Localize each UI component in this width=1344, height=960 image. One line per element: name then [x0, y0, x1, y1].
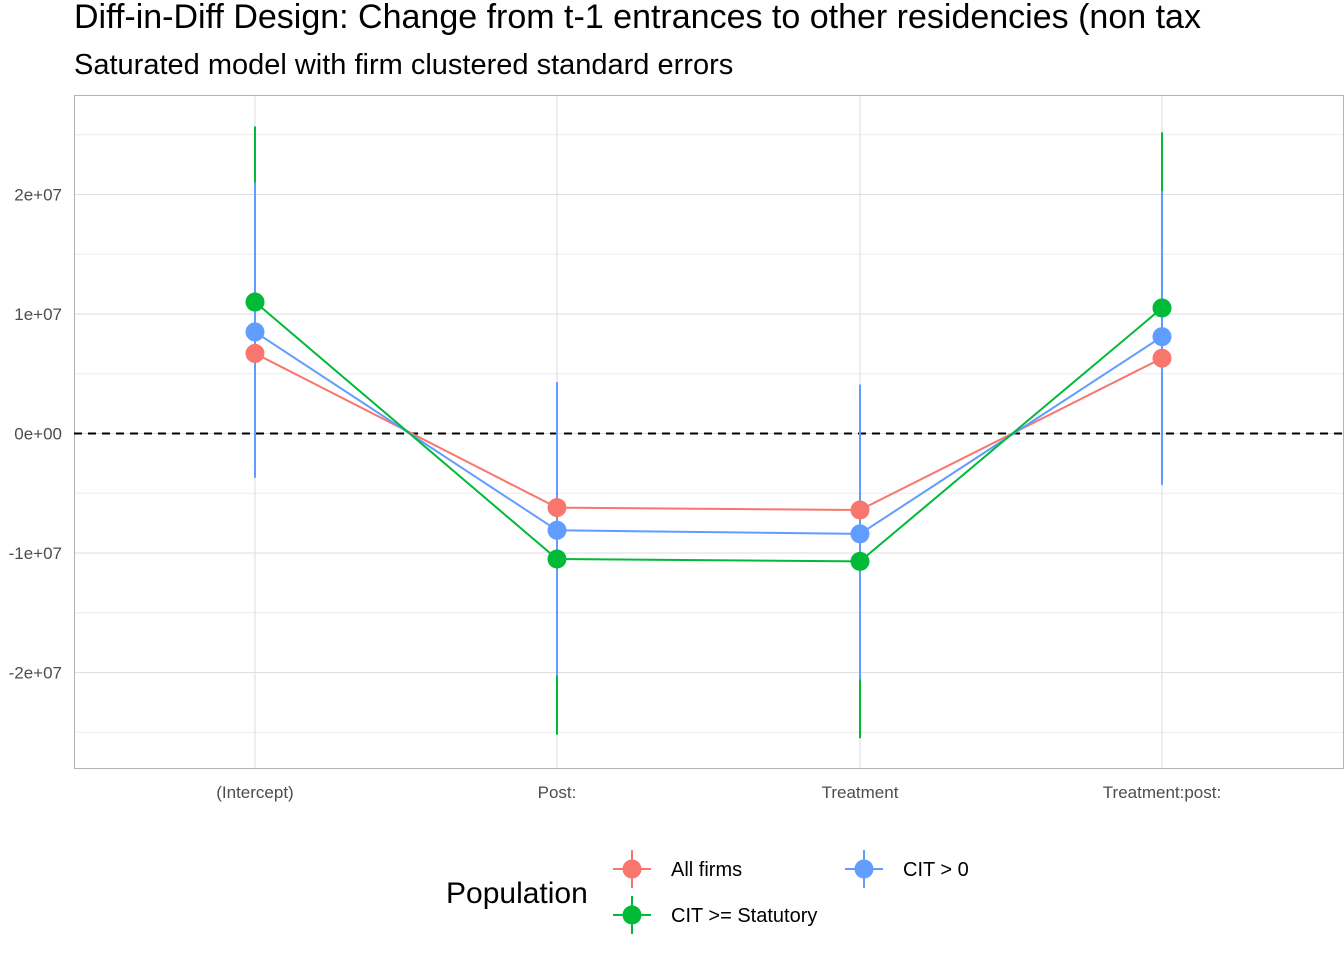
data-point — [547, 498, 567, 518]
plot-marks — [245, 126, 1172, 739]
data-point — [245, 322, 265, 342]
plot-border — [74, 95, 1344, 769]
legend: Population All firms CIT > 0 CIT >= Statut… — [446, 850, 969, 934]
x-tick-label: Treatment:post: — [1103, 783, 1221, 802]
grid — [74, 95, 1344, 768]
legend-key-point — [622, 859, 642, 879]
legend-label: CIT >= Statutory — [671, 905, 817, 927]
series-line — [254, 301, 1163, 563]
data-point — [245, 343, 265, 363]
data-point — [1152, 327, 1172, 347]
x-tick-label: Treatment — [822, 783, 899, 802]
legend-label: CIT > 0 — [903, 859, 969, 881]
data-point — [547, 549, 567, 569]
y-tick-label: 2e+07 — [14, 186, 62, 205]
data-point — [850, 500, 870, 520]
legend-key-point — [622, 905, 642, 925]
y-tick-label: 1e+07 — [14, 305, 62, 324]
data-point — [547, 520, 567, 540]
chart-subtitle: Saturated model with firm clustered stan… — [74, 49, 733, 81]
data-point — [245, 292, 265, 312]
data-point — [850, 551, 870, 571]
x-tick-label: Post: — [538, 783, 577, 802]
y-tick-label: -2e+07 — [9, 664, 62, 683]
data-point — [850, 524, 870, 544]
data-point — [1152, 298, 1172, 318]
data-point — [1152, 348, 1172, 368]
y-tick-label: 0e+00 — [14, 425, 62, 444]
y-tick-label: -1e+07 — [9, 544, 62, 563]
legend-key-point — [854, 859, 874, 879]
x-axis: (Intercept) Post: Treatment Treatment:post: — [216, 783, 1221, 802]
legend-label: All firms — [671, 859, 742, 881]
y-axis: 2e+07 1e+07 0e+00 -1e+07 -2e+07 — [9, 186, 62, 683]
series-line — [254, 352, 1163, 511]
x-tick-label: (Intercept) — [216, 783, 293, 802]
chart-title: Diff-in-Diff Design: Change from t-1 ent… — [74, 0, 1201, 36]
legend-title: Population — [446, 877, 588, 910]
